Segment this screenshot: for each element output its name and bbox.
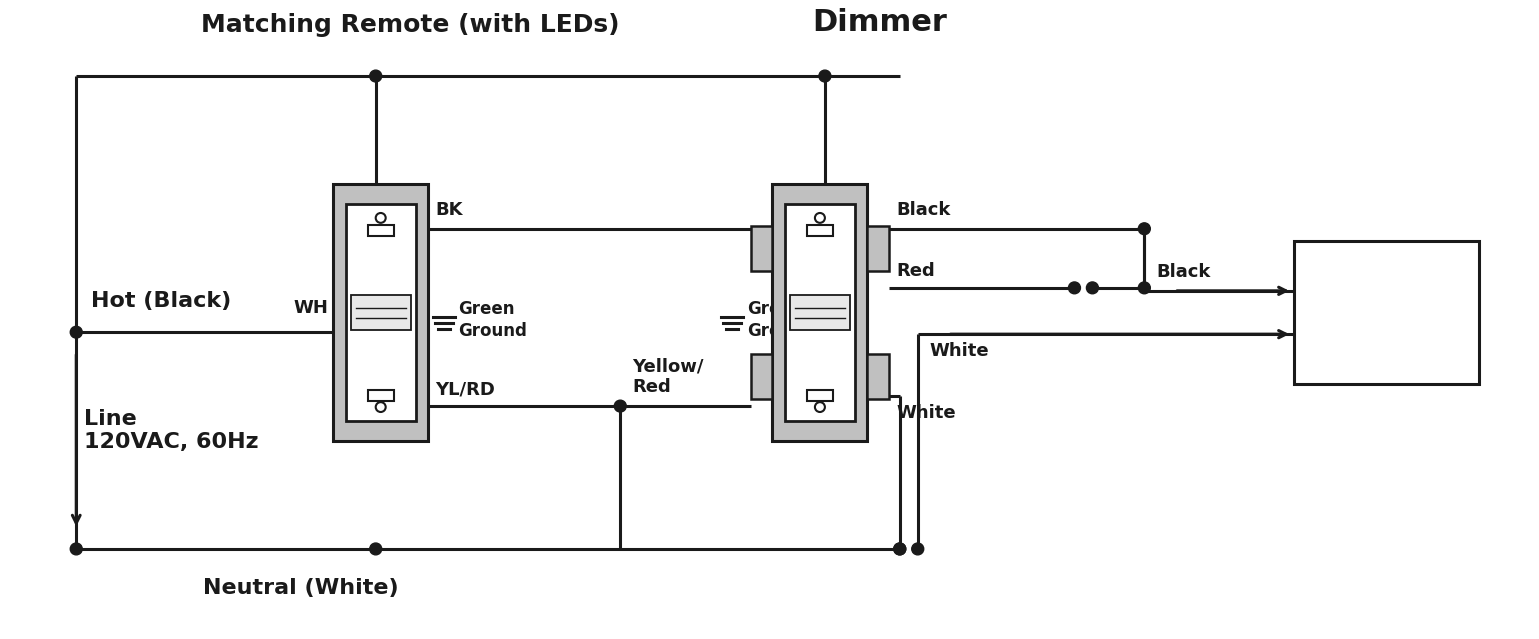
- Circle shape: [369, 543, 382, 555]
- Bar: [346, 204, 416, 421]
- Circle shape: [376, 402, 386, 412]
- Bar: [773, 185, 868, 440]
- Bar: [806, 390, 833, 401]
- Circle shape: [816, 402, 825, 412]
- Circle shape: [614, 400, 626, 412]
- Circle shape: [1087, 282, 1099, 294]
- Bar: [368, 225, 394, 236]
- Text: Primary
Side: Primary Side: [1337, 304, 1436, 350]
- Circle shape: [816, 213, 825, 223]
- Circle shape: [819, 70, 831, 82]
- Bar: [868, 226, 890, 271]
- Bar: [790, 295, 850, 330]
- Circle shape: [376, 213, 386, 223]
- Bar: [868, 355, 890, 399]
- Text: Green
Ground: Green Ground: [746, 300, 816, 341]
- Bar: [368, 390, 394, 401]
- Bar: [334, 185, 428, 440]
- Bar: [751, 355, 773, 399]
- Text: Yellow/
Red: Yellow/ Red: [633, 357, 703, 396]
- Text: Neutral (White): Neutral (White): [203, 578, 399, 599]
- Bar: [1294, 241, 1479, 384]
- Bar: [785, 204, 854, 421]
- Circle shape: [894, 543, 906, 555]
- Text: White: White: [897, 404, 956, 422]
- Circle shape: [894, 543, 906, 555]
- Text: Hot (Black): Hot (Black): [91, 291, 231, 311]
- Bar: [806, 225, 833, 236]
- Text: WH: WH: [294, 300, 329, 318]
- Text: Ballast: Ballast: [1337, 271, 1434, 295]
- Text: Black: Black: [897, 201, 951, 219]
- Circle shape: [71, 327, 82, 338]
- Text: Dimmer: Dimmer: [813, 8, 946, 36]
- Bar: [751, 226, 773, 271]
- Text: Matching Remote (with LEDs): Matching Remote (with LEDs): [202, 13, 620, 36]
- Circle shape: [71, 543, 82, 555]
- Text: BK: BK: [436, 201, 463, 219]
- Text: Red: Red: [897, 262, 936, 280]
- Circle shape: [1139, 282, 1150, 294]
- Circle shape: [369, 70, 382, 82]
- Text: Green
Ground: Green Ground: [459, 300, 528, 341]
- Circle shape: [1068, 282, 1080, 294]
- Circle shape: [911, 543, 923, 555]
- Text: YL/RD: YL/RD: [436, 380, 496, 398]
- Text: Line
120VAC, 60Hz: Line 120VAC, 60Hz: [85, 409, 259, 452]
- Circle shape: [1139, 223, 1150, 235]
- Text: Black: Black: [1156, 263, 1211, 281]
- Bar: [351, 295, 411, 330]
- Text: White: White: [930, 342, 990, 360]
